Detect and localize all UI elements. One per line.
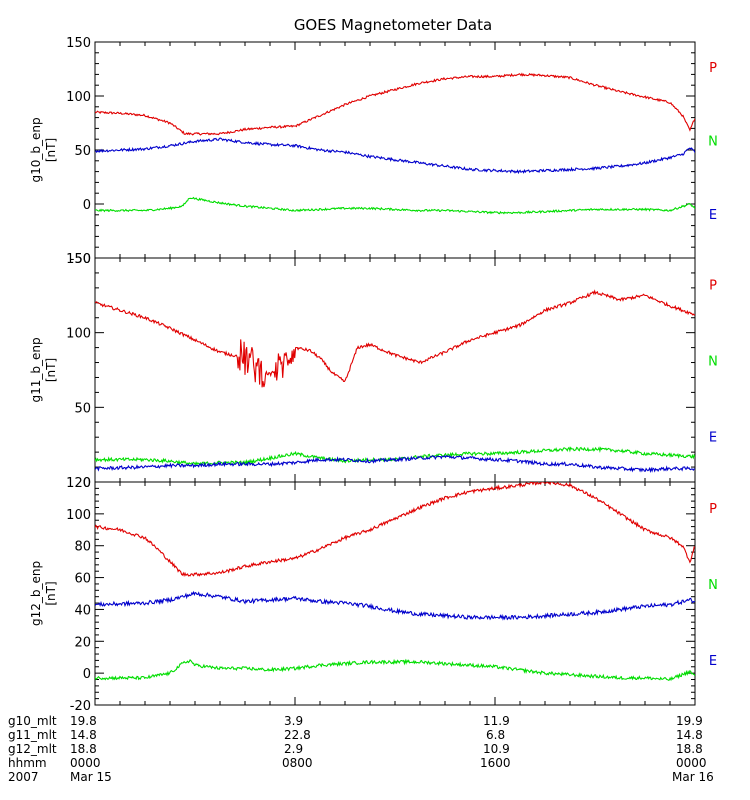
legend-label-E: E bbox=[709, 431, 717, 446]
footer-value: 22.8 bbox=[284, 728, 311, 742]
y-axis-unit: [nT] bbox=[44, 581, 58, 605]
series-line-P bbox=[95, 289, 695, 388]
series-line-N bbox=[95, 137, 695, 175]
y-axis-label: g12_b_enp bbox=[29, 561, 43, 626]
y-tick-label: 100 bbox=[66, 508, 91, 523]
footer-value: 19.8 bbox=[70, 714, 97, 728]
legend-label-P: P bbox=[709, 61, 717, 76]
legend-label-E: E bbox=[709, 208, 717, 223]
panel-3: -20 0 20 40 60 80 100 120 g12_b_enp [nT] P N E bbox=[29, 476, 718, 712]
footer-value: Mar 15 bbox=[70, 770, 112, 784]
series-line-N bbox=[95, 446, 695, 466]
footer-value: 2.9 bbox=[284, 742, 304, 756]
y-tick-label: 50 bbox=[74, 401, 91, 416]
footer-value: Mar 16 bbox=[672, 770, 714, 784]
footer-value: 18.8 bbox=[70, 742, 97, 756]
footer-value: 11.9 bbox=[483, 714, 510, 728]
footer-row-label: hhmm bbox=[8, 756, 47, 770]
y-axis-unit: [nT] bbox=[44, 358, 58, 382]
time-axis-footer: g10_mlt g11_mlt g12_mlt hhmm 2007 19.8 1… bbox=[0, 712, 750, 800]
panel-1: -50 0 50 100 150 g10_b_enp [nT] P N E bbox=[29, 36, 718, 267]
magnetometer-plot: GOES Magnetometer Data -50 0 50 100 150 g10_b… bbox=[29, 16, 718, 712]
legend-label-P: P bbox=[709, 278, 717, 293]
legend-label-N: N bbox=[708, 355, 718, 370]
y-axis-label: g11_b_enp bbox=[29, 337, 43, 402]
y-tick-label: 100 bbox=[66, 327, 91, 342]
plot-frame bbox=[94, 481, 696, 706]
footer-value: 0800 bbox=[282, 756, 313, 770]
y-tick-label: 150 bbox=[66, 252, 91, 267]
legend-label-P: P bbox=[709, 502, 717, 517]
y-tick-label: 150 bbox=[66, 36, 91, 51]
footer-row-label: g10_mlt bbox=[8, 714, 57, 728]
footer-value: 14.8 bbox=[70, 728, 97, 742]
y-tick-label: 60 bbox=[74, 572, 91, 587]
y-tick-label: 0 bbox=[83, 198, 91, 213]
y-tick-label: 20 bbox=[74, 635, 91, 650]
series-line-E bbox=[95, 196, 695, 215]
y-tick-label: 40 bbox=[74, 603, 91, 618]
footer-value: 6.8 bbox=[486, 728, 506, 742]
footer-value: 19.9 bbox=[676, 714, 703, 728]
series-line-P bbox=[95, 482, 695, 577]
y-tick-label: 50 bbox=[74, 144, 91, 159]
footer-value: 18.8 bbox=[676, 742, 703, 756]
y-tick-label: 100 bbox=[66, 90, 91, 105]
y-tick-label: 0 bbox=[83, 476, 91, 491]
y-tick-label: 80 bbox=[74, 540, 91, 555]
legend-label-E: E bbox=[709, 654, 717, 669]
series-line-E bbox=[95, 658, 695, 682]
plot-frame bbox=[94, 41, 696, 259]
series-line-P bbox=[95, 72, 695, 136]
footer-row-label: g11_mlt bbox=[8, 728, 57, 742]
footer-row-label: g12_mlt bbox=[8, 742, 57, 756]
footer-value: 10.9 bbox=[483, 742, 510, 756]
plot-frame bbox=[94, 257, 696, 483]
y-tick-label: -50 bbox=[70, 252, 91, 267]
footer-value: 0000 bbox=[70, 756, 101, 770]
series-line-E bbox=[95, 454, 695, 474]
footer-value: 0000 bbox=[676, 756, 707, 770]
series-line-N bbox=[95, 590, 695, 621]
chart-title: GOES Magnetometer Data bbox=[294, 16, 492, 34]
footer-value: 14.8 bbox=[676, 728, 703, 742]
legend-label-N: N bbox=[708, 135, 718, 150]
y-axis-unit: [nT] bbox=[44, 138, 58, 162]
footer-row-label: 2007 bbox=[8, 770, 39, 784]
y-tick-label: 0 bbox=[83, 667, 91, 682]
y-axis-label: g10_b_enp bbox=[29, 117, 43, 182]
legend-label-N: N bbox=[708, 578, 718, 593]
footer-value: 1600 bbox=[480, 756, 511, 770]
panel-2: 0 50 100 150 g11_b_enp [nT] P N E bbox=[29, 252, 718, 491]
y-tick-label: -20 bbox=[70, 699, 91, 712]
footer-value: 3.9 bbox=[284, 714, 304, 728]
y-tick-label: 120 bbox=[66, 476, 91, 491]
